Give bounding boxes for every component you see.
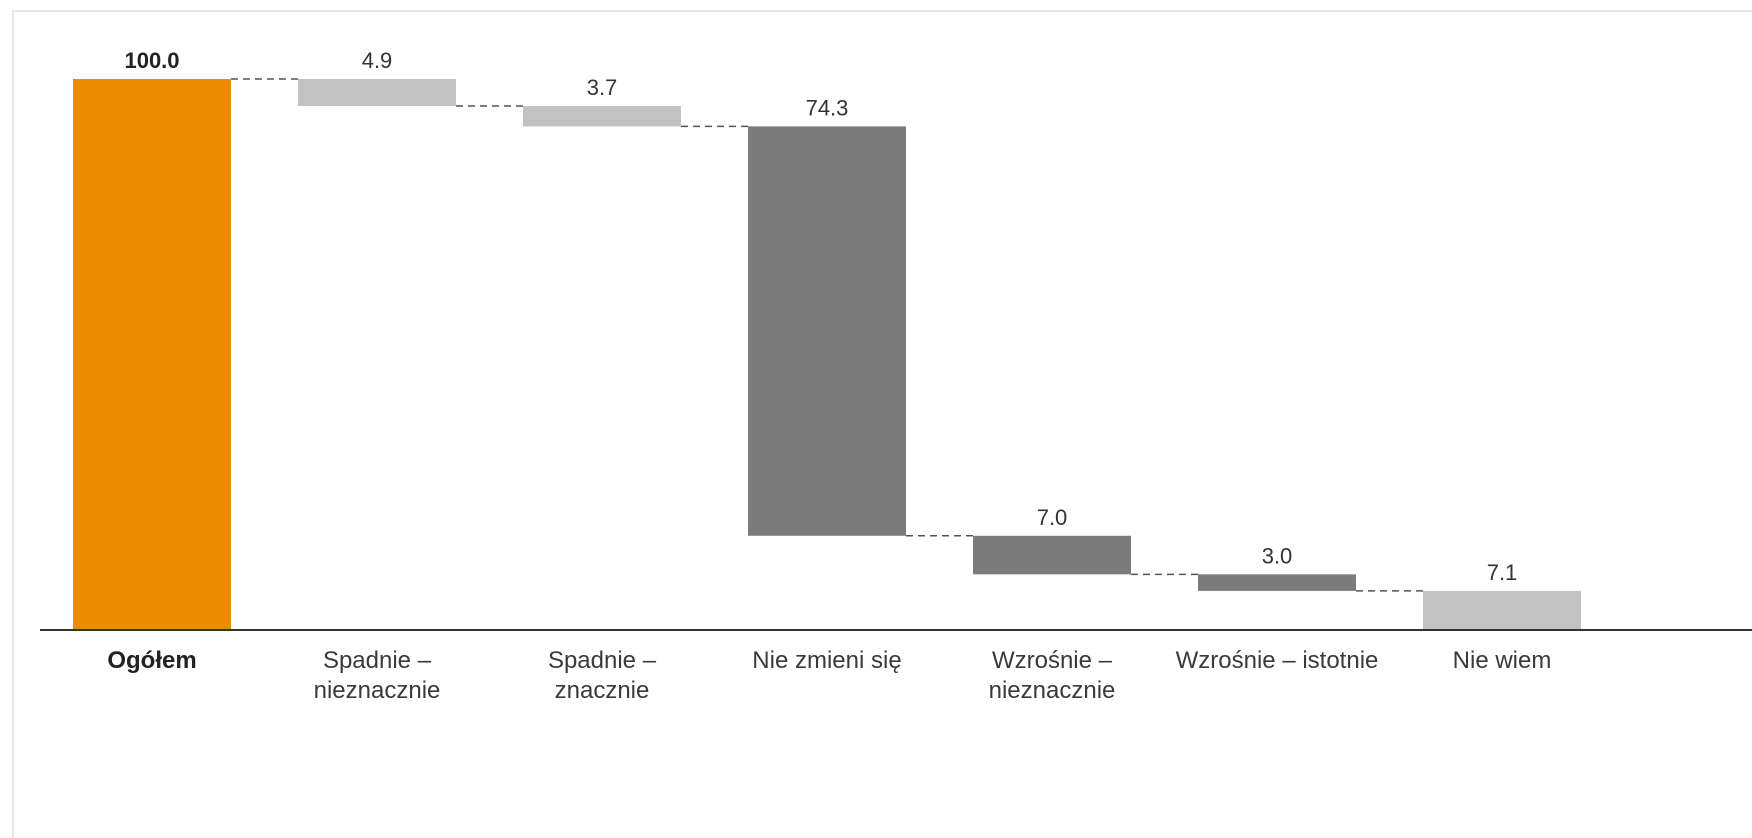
bar-1	[298, 79, 456, 106]
value-label-0: 100.0	[124, 48, 179, 73]
bar-0	[73, 79, 231, 630]
bar-3	[748, 126, 906, 536]
value-label-1: 4.9	[362, 48, 393, 73]
value-label-6: 7.1	[1487, 560, 1518, 585]
bar-2	[523, 105, 681, 127]
bar-4	[973, 535, 1131, 575]
bar-5	[1198, 574, 1356, 591]
value-label-3: 74.3	[806, 95, 849, 120]
bars-group	[73, 79, 1581, 630]
frame-top-border	[12, 10, 1752, 12]
category-label-6: Nie wiem	[1453, 647, 1552, 674]
category-label-5: Wzrośnie – istotnie	[1176, 647, 1379, 674]
value-label-4: 7.0	[1037, 505, 1068, 530]
value-labels-group: 100.0 4.9 3.7 74.3 7.0 3.0 7.1	[124, 48, 1517, 585]
category-label-0: Ogółem	[107, 647, 196, 674]
value-label-2: 3.7	[587, 75, 618, 100]
category-label-2: Spadnie – znacznie	[548, 647, 657, 704]
category-labels-group: Ogółem Spadnie – nieznacznie Spadnie – znacz…	[107, 647, 1551, 704]
value-label-5: 3.0	[1262, 543, 1293, 568]
category-label-3: Nie zmieni się	[752, 647, 901, 674]
frame-left-border	[12, 10, 14, 838]
category-label-4: Wzrośnie – nieznacznie	[989, 647, 1116, 704]
bar-6	[1423, 590, 1581, 630]
category-label-1: Spadnie – nieznacznie	[314, 647, 441, 704]
